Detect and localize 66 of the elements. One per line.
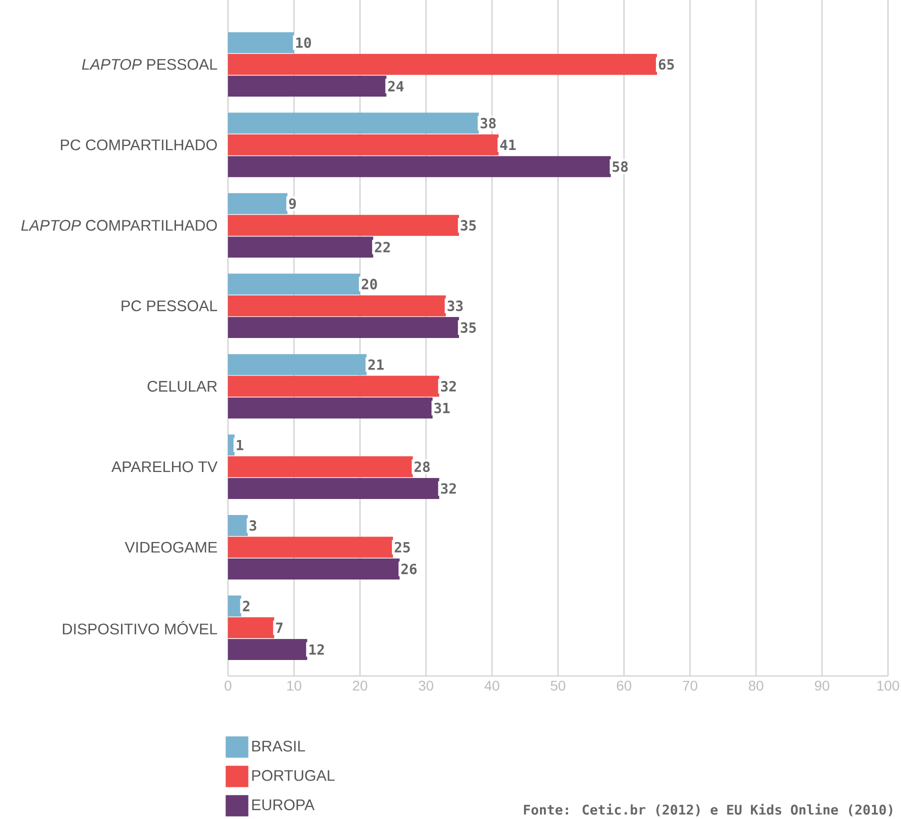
x-tick-label: 0 bbox=[224, 680, 232, 691]
bar bbox=[228, 617, 274, 638]
x-tick-label: 90 bbox=[814, 680, 830, 691]
bar bbox=[228, 376, 440, 397]
x-tick-label: 100 bbox=[877, 680, 900, 691]
bar bbox=[228, 354, 367, 376]
data-label: 24 bbox=[388, 80, 404, 92]
bar bbox=[228, 32, 294, 54]
data-label: 35 bbox=[460, 322, 476, 333]
bar bbox=[228, 54, 657, 75]
bar bbox=[228, 295, 446, 316]
y-tick-label: CELULAR bbox=[148, 380, 217, 392]
data-label: 9 bbox=[289, 198, 296, 209]
data-label: 20 bbox=[362, 278, 377, 290]
y-tick-label: PC COMPARTILHADO bbox=[60, 139, 217, 150]
legend-label: EUROPA bbox=[252, 799, 315, 810]
data-label: 25 bbox=[394, 542, 410, 553]
source-note: Fonte: Cetic.br (2012) e EU Kids Online (2010) bbox=[524, 804, 892, 816]
data-label: 26 bbox=[401, 564, 417, 574]
x-tick-label: 30 bbox=[418, 680, 434, 691]
data-label: 7 bbox=[276, 622, 282, 633]
y-tick-label: PC PESSOAL bbox=[122, 300, 218, 312]
bar bbox=[228, 236, 374, 258]
x-tick-label: 80 bbox=[748, 680, 764, 691]
data-label: 10 bbox=[296, 37, 311, 48]
data-label: 28 bbox=[414, 461, 430, 472]
x-tick-label: 60 bbox=[616, 680, 632, 691]
x-tick-label: 70 bbox=[682, 680, 698, 691]
data-label: 31 bbox=[434, 402, 450, 414]
bar bbox=[228, 515, 248, 536]
y-tick-label: APARELHO TV bbox=[111, 461, 218, 472]
bar bbox=[228, 134, 499, 156]
bar bbox=[228, 317, 459, 338]
x-tick-label: 40 bbox=[484, 680, 500, 691]
bar bbox=[228, 536, 393, 558]
x-tick-label: 50 bbox=[550, 680, 566, 691]
data-label: 22 bbox=[374, 242, 390, 252]
x-tick-label: 10 bbox=[287, 680, 302, 691]
data-label: 2 bbox=[242, 600, 250, 612]
data-label: 33 bbox=[448, 300, 463, 312]
y-tick-label: DISPOSITIVO MÓVEL bbox=[62, 621, 218, 634]
data-label: 21 bbox=[368, 359, 384, 370]
data-label: 32 bbox=[440, 381, 456, 392]
data-label: 32 bbox=[440, 483, 456, 494]
bar bbox=[228, 214, 459, 236]
bar bbox=[228, 398, 433, 419]
data-label: 3 bbox=[250, 520, 256, 531]
bar bbox=[228, 638, 308, 660]
legend-label: PORTUGAL bbox=[252, 770, 335, 781]
data-label: 12 bbox=[309, 644, 324, 655]
data-label: 58 bbox=[612, 161, 628, 172]
bar bbox=[228, 558, 400, 580]
data-label: 35 bbox=[460, 220, 476, 231]
x-tick-label: 20 bbox=[352, 680, 368, 691]
bar bbox=[228, 76, 386, 97]
y-tick-label: LAPTOP PESSOAL bbox=[82, 58, 218, 70]
bar bbox=[228, 595, 242, 616]
y-tick-label: LAPTOP COMPARTILHADO bbox=[21, 220, 217, 231]
data-label: 1 bbox=[236, 440, 244, 450]
data-label: 38 bbox=[480, 118, 496, 128]
y-tick-label: VIDEOGAME bbox=[124, 542, 217, 553]
data-label: 65 bbox=[658, 59, 674, 70]
legend-label: BRASIL bbox=[252, 740, 306, 752]
data-label: 41 bbox=[500, 140, 516, 150]
bar bbox=[228, 478, 440, 500]
bar bbox=[228, 274, 360, 295]
